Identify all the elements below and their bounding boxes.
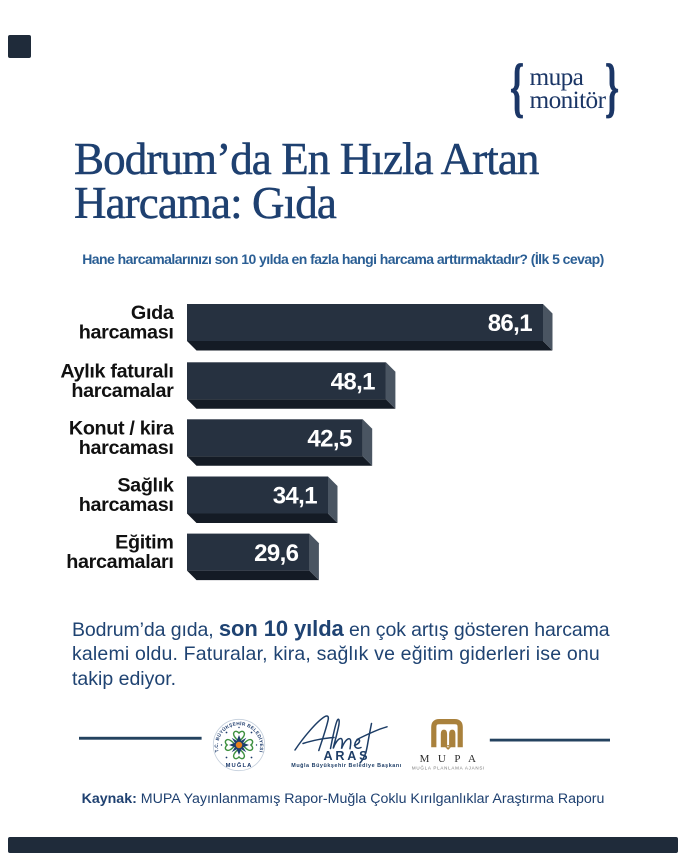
svg-text:34,1: 34,1 [273,483,318,510]
svg-text:harcaması: harcaması [79,437,174,459]
svg-text:Eğitim: Eğitim [115,532,173,554]
svg-text:Muğla Büyükşehir Belediye Başk: Muğla Büyükşehir Belediye Başkanı [291,763,401,769]
svg-text:29,6: 29,6 [254,540,299,567]
svg-text:42,5: 42,5 [307,426,352,453]
svg-text:Aylık faturalı: Aylık faturalı [60,360,173,382]
svg-text:Konut / kira: Konut / kira [69,417,175,439]
svg-text:harcaması: harcaması [79,322,174,344]
svg-text:MUĞLA PLANLAMA AJANSI: MUĞLA PLANLAMA AJANSI [412,764,485,770]
svg-text:harcaması: harcaması [79,494,174,516]
svg-text:MUPA: MUPA [420,753,485,765]
svg-text:harcamalar: harcamalar [71,380,174,402]
svg-text:ARAS: ARAS [323,749,370,763]
svg-text:Gıda: Gıda [131,302,175,324]
svg-text:harcamaları: harcamaları [66,551,173,573]
svg-text:86,1: 86,1 [488,310,533,337]
svg-text:Sağlık: Sağlık [117,475,175,497]
svg-text:MUĞLA: MUĞLA [226,761,253,769]
svg-text:48,1: 48,1 [331,369,376,396]
